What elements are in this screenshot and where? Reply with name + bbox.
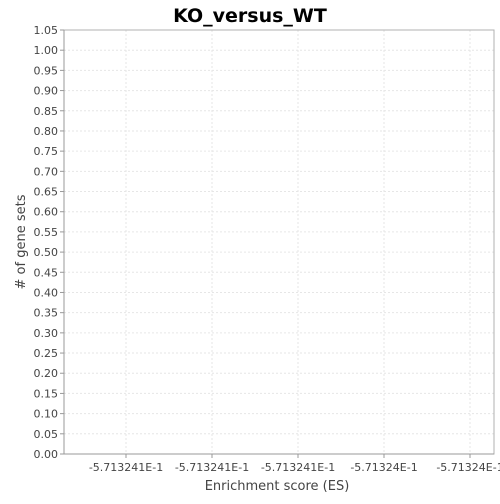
x-tick-label: -5.71324E-1 xyxy=(436,461,500,474)
y-tick-label: 0.35 xyxy=(34,307,59,320)
y-tick-label: 0.10 xyxy=(34,408,59,421)
x-tick-label: -5.713241E-1 xyxy=(175,461,249,474)
y-tick-label: 0.00 xyxy=(34,448,59,461)
y-tick-label: 0.25 xyxy=(34,347,59,360)
x-axis-ticks: -5.713241E-1 -5.713241E-1 -5.713241E-1 -5.7… xyxy=(89,454,500,474)
y-tick-label: 0.50 xyxy=(34,246,59,259)
y-tick-label: 0.55 xyxy=(34,226,59,239)
x-tick-label: -5.713241E-1 xyxy=(261,461,335,474)
plot-area xyxy=(64,30,494,454)
y-tick-label: 0.40 xyxy=(34,286,59,299)
y-tick-label: 0.20 xyxy=(34,367,59,380)
x-gridlines xyxy=(125,30,471,454)
y-tick-label: 0.30 xyxy=(34,327,59,340)
y-tick-label: 0.15 xyxy=(34,387,59,400)
y-tick-label: 0.80 xyxy=(34,125,59,138)
y-tick-label: 0.65 xyxy=(34,186,59,199)
y-tick-label: 0.95 xyxy=(34,64,59,77)
y-tick-label: 1.00 xyxy=(34,44,59,57)
y-tick-label: 0.60 xyxy=(34,206,59,219)
y-tick-label: 0.75 xyxy=(34,145,59,158)
y-axis-ticks: 0.00 0.05 0.10 0.15 0.20 0.25 0.30 0.35 0.40 0.45… xyxy=(34,24,64,461)
y-tick-label: 0.05 xyxy=(34,428,59,441)
x-tick-label: -5.713241E-1 xyxy=(89,461,163,474)
y-tick-label: 1.05 xyxy=(34,24,59,37)
x-tick-label: -5.71324E-1 xyxy=(350,461,417,474)
y-tick-label: 0.70 xyxy=(34,165,59,178)
y-tick-label: 0.85 xyxy=(34,105,59,118)
y-tick-label: 0.45 xyxy=(34,266,59,279)
y-axis-label: # of gene sets xyxy=(14,194,29,289)
y-tick-label: 0.90 xyxy=(34,85,59,98)
x-axis-label: Enrichment score (ES) xyxy=(205,479,350,494)
chart-title: KO_versus_WT xyxy=(173,5,327,27)
